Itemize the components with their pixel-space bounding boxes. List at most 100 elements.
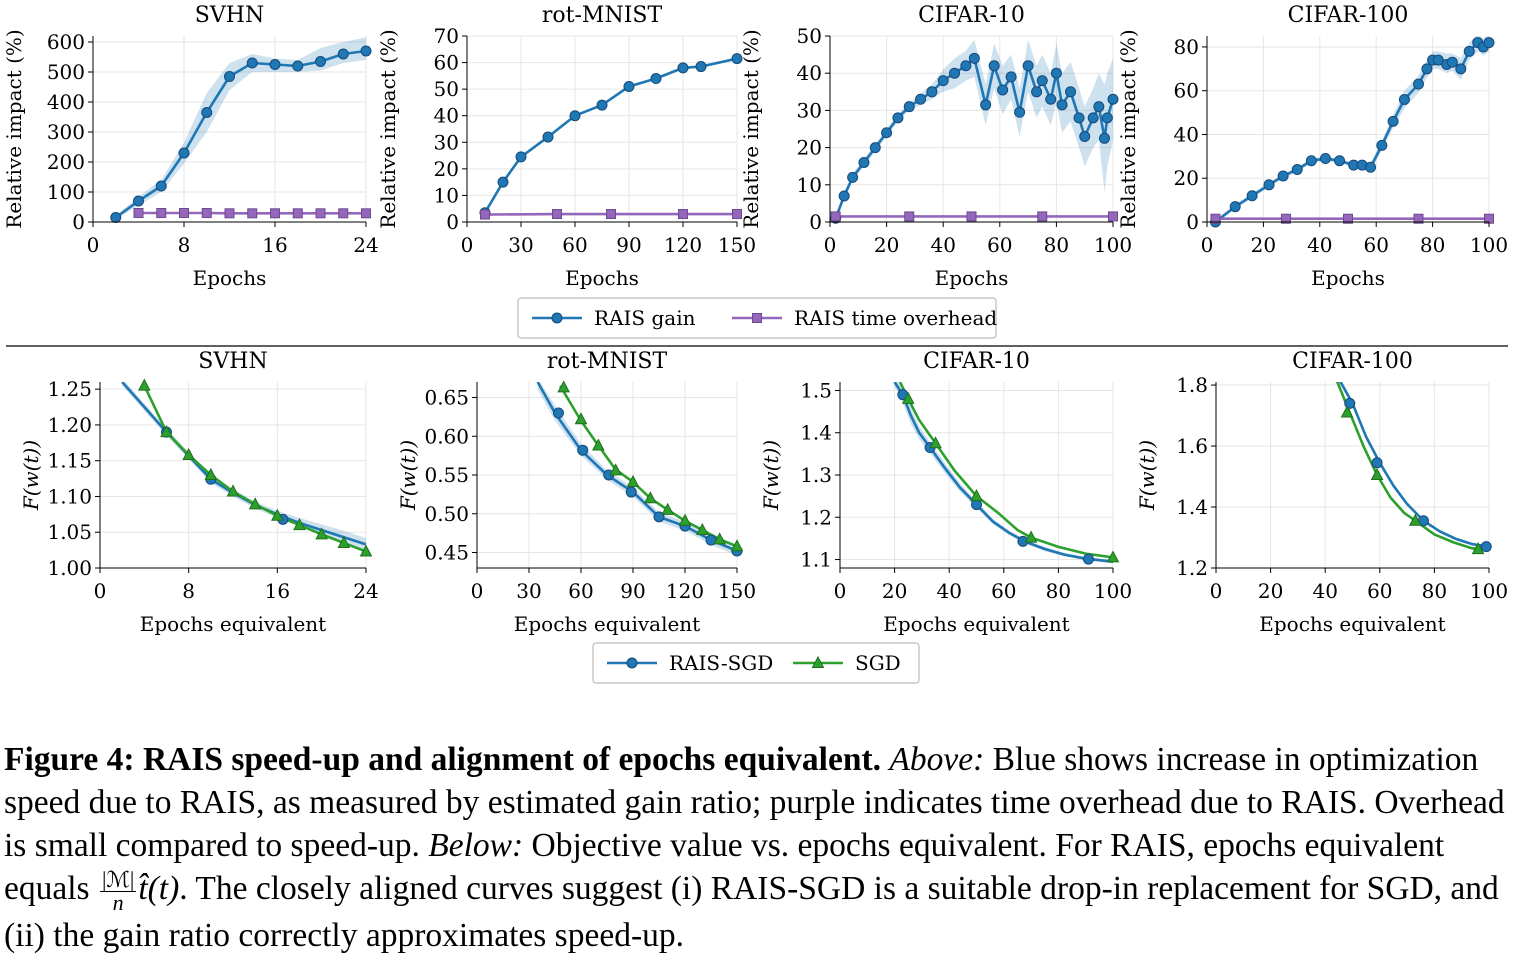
data-point [1263, 179, 1275, 191]
data-point [980, 99, 992, 111]
y-tick-label: 30 [434, 130, 459, 154]
data-point [577, 444, 589, 456]
y-tick-label: 1.1 [800, 548, 832, 572]
data-point [606, 209, 616, 220]
data-point [1082, 553, 1094, 565]
y-tick-label: 1.05 [47, 520, 92, 544]
y-tick-label: 20 [434, 157, 459, 181]
data-point [678, 513, 692, 526]
caption-frac-num: |ℳ| [99, 866, 137, 892]
data-point [178, 147, 190, 159]
data-point [625, 486, 637, 498]
data-point [1387, 115, 1399, 127]
data-point [542, 131, 554, 143]
data-point [937, 75, 949, 87]
y-tick-label: 1.00 [47, 556, 92, 580]
x-tick-label: 100 [1094, 579, 1132, 603]
y-tick-label: 1.20 [47, 413, 92, 437]
caption-frac-den: n [112, 889, 124, 915]
chart-top-2: 0 20 40 60 80 100 0 10 20 30 40 50 CIFAR-10 Epochs Rel… [739, 3, 1132, 290]
data-point [1480, 541, 1492, 553]
x-tick-label: 60 [987, 233, 1012, 257]
data-point [1005, 71, 1017, 83]
data-point [1319, 153, 1331, 165]
data-point [892, 112, 904, 124]
series-line [1335, 382, 1489, 551]
data-point [1246, 190, 1258, 202]
series-line [143, 385, 366, 553]
data-point [497, 176, 509, 188]
data-point [1463, 45, 1475, 57]
data-point [1432, 54, 1444, 66]
data-point [677, 62, 689, 74]
x-axis-label: Epochs equivalent [140, 612, 326, 636]
data-point [1334, 155, 1346, 167]
data-point [1022, 60, 1034, 72]
data-point [1037, 211, 1048, 222]
y-tick-label: 1.3 [800, 463, 832, 487]
chart-title: rot-MNIST [547, 349, 668, 374]
y-tick-label: 100 [47, 180, 85, 204]
plot-area [1335, 382, 1489, 551]
data-point [1106, 550, 1120, 563]
y-tick-label: 400 [47, 90, 85, 114]
confidence-band [835, 39, 1113, 221]
data-point [904, 211, 915, 222]
x-tick-label: 0 [471, 579, 484, 603]
data-point [661, 502, 674, 515]
data-point [156, 208, 167, 218]
data-point [858, 156, 870, 168]
y-tick-label: 1.5 [800, 378, 832, 402]
data-point [226, 484, 240, 497]
y-axis-label: Relative impact (%) [1116, 29, 1140, 228]
caption-above-text: Blue shows increase in optimization spee… [4, 741, 1505, 864]
data-point [361, 208, 371, 219]
x-tick-label: 0 [834, 579, 847, 603]
x-tick-label: 20 [882, 579, 907, 603]
x-tick-label: 100 [1470, 579, 1508, 603]
chart-top-3: 0 20 40 60 80 100 0 20 40 60 80 CIFAR-100 Epochs Rela… [1116, 3, 1508, 290]
data-point [224, 71, 235, 82]
x-tick-label: 40 [936, 579, 961, 603]
legend-frame [592, 642, 920, 684]
data-point [968, 52, 980, 64]
data-point [650, 73, 662, 85]
x-axis-label: Epochs equivalent [883, 612, 1069, 636]
y-tick-label: 40 [1174, 122, 1199, 146]
y-tick-label: 0 [446, 210, 459, 234]
x-tick-label: 24 [353, 579, 378, 603]
data-point [1277, 170, 1289, 182]
caption-below-text-2: . The closely aligned curves suggest (i)… [4, 870, 1499, 954]
caption-fraction: |ℳ| n [99, 866, 137, 915]
data-point [292, 60, 304, 72]
data-point [1087, 112, 1099, 124]
y-tick-label: 300 [47, 120, 85, 144]
data-point [574, 412, 588, 425]
data-point [653, 511, 665, 523]
y-tick-label: 10 [797, 173, 822, 197]
y-tick-label: 200 [47, 150, 85, 174]
confidence-band [537, 382, 737, 556]
series-line [898, 382, 1113, 559]
data-point [270, 208, 280, 219]
y-tick-label: 50 [434, 77, 459, 101]
chart-title: CIFAR-100 [1288, 3, 1409, 28]
y-tick-label: 1.4 [1176, 495, 1208, 519]
data-point [1099, 132, 1111, 144]
data-point [1280, 213, 1291, 224]
series-line [121, 382, 366, 546]
legend-marker [752, 313, 762, 323]
confidence-band [894, 382, 1113, 564]
chart-bottom-2: 0 20 40 60 80 100 1.1 1.2 1.3 1.4 1.5 CIFAR-10 Epoch… [759, 349, 1132, 636]
data-point [1093, 101, 1105, 113]
data-point [110, 212, 122, 223]
data-point [1107, 93, 1119, 105]
data-point [847, 171, 859, 183]
data-point [678, 209, 688, 220]
x-tick-label: 30 [516, 579, 541, 603]
y-tick-label: 60 [434, 51, 459, 75]
data-point [315, 527, 328, 540]
x-axis-label: Epochs [1311, 266, 1385, 290]
chart-title: CIFAR-10 [918, 3, 1025, 28]
series-line [1339, 382, 1489, 548]
